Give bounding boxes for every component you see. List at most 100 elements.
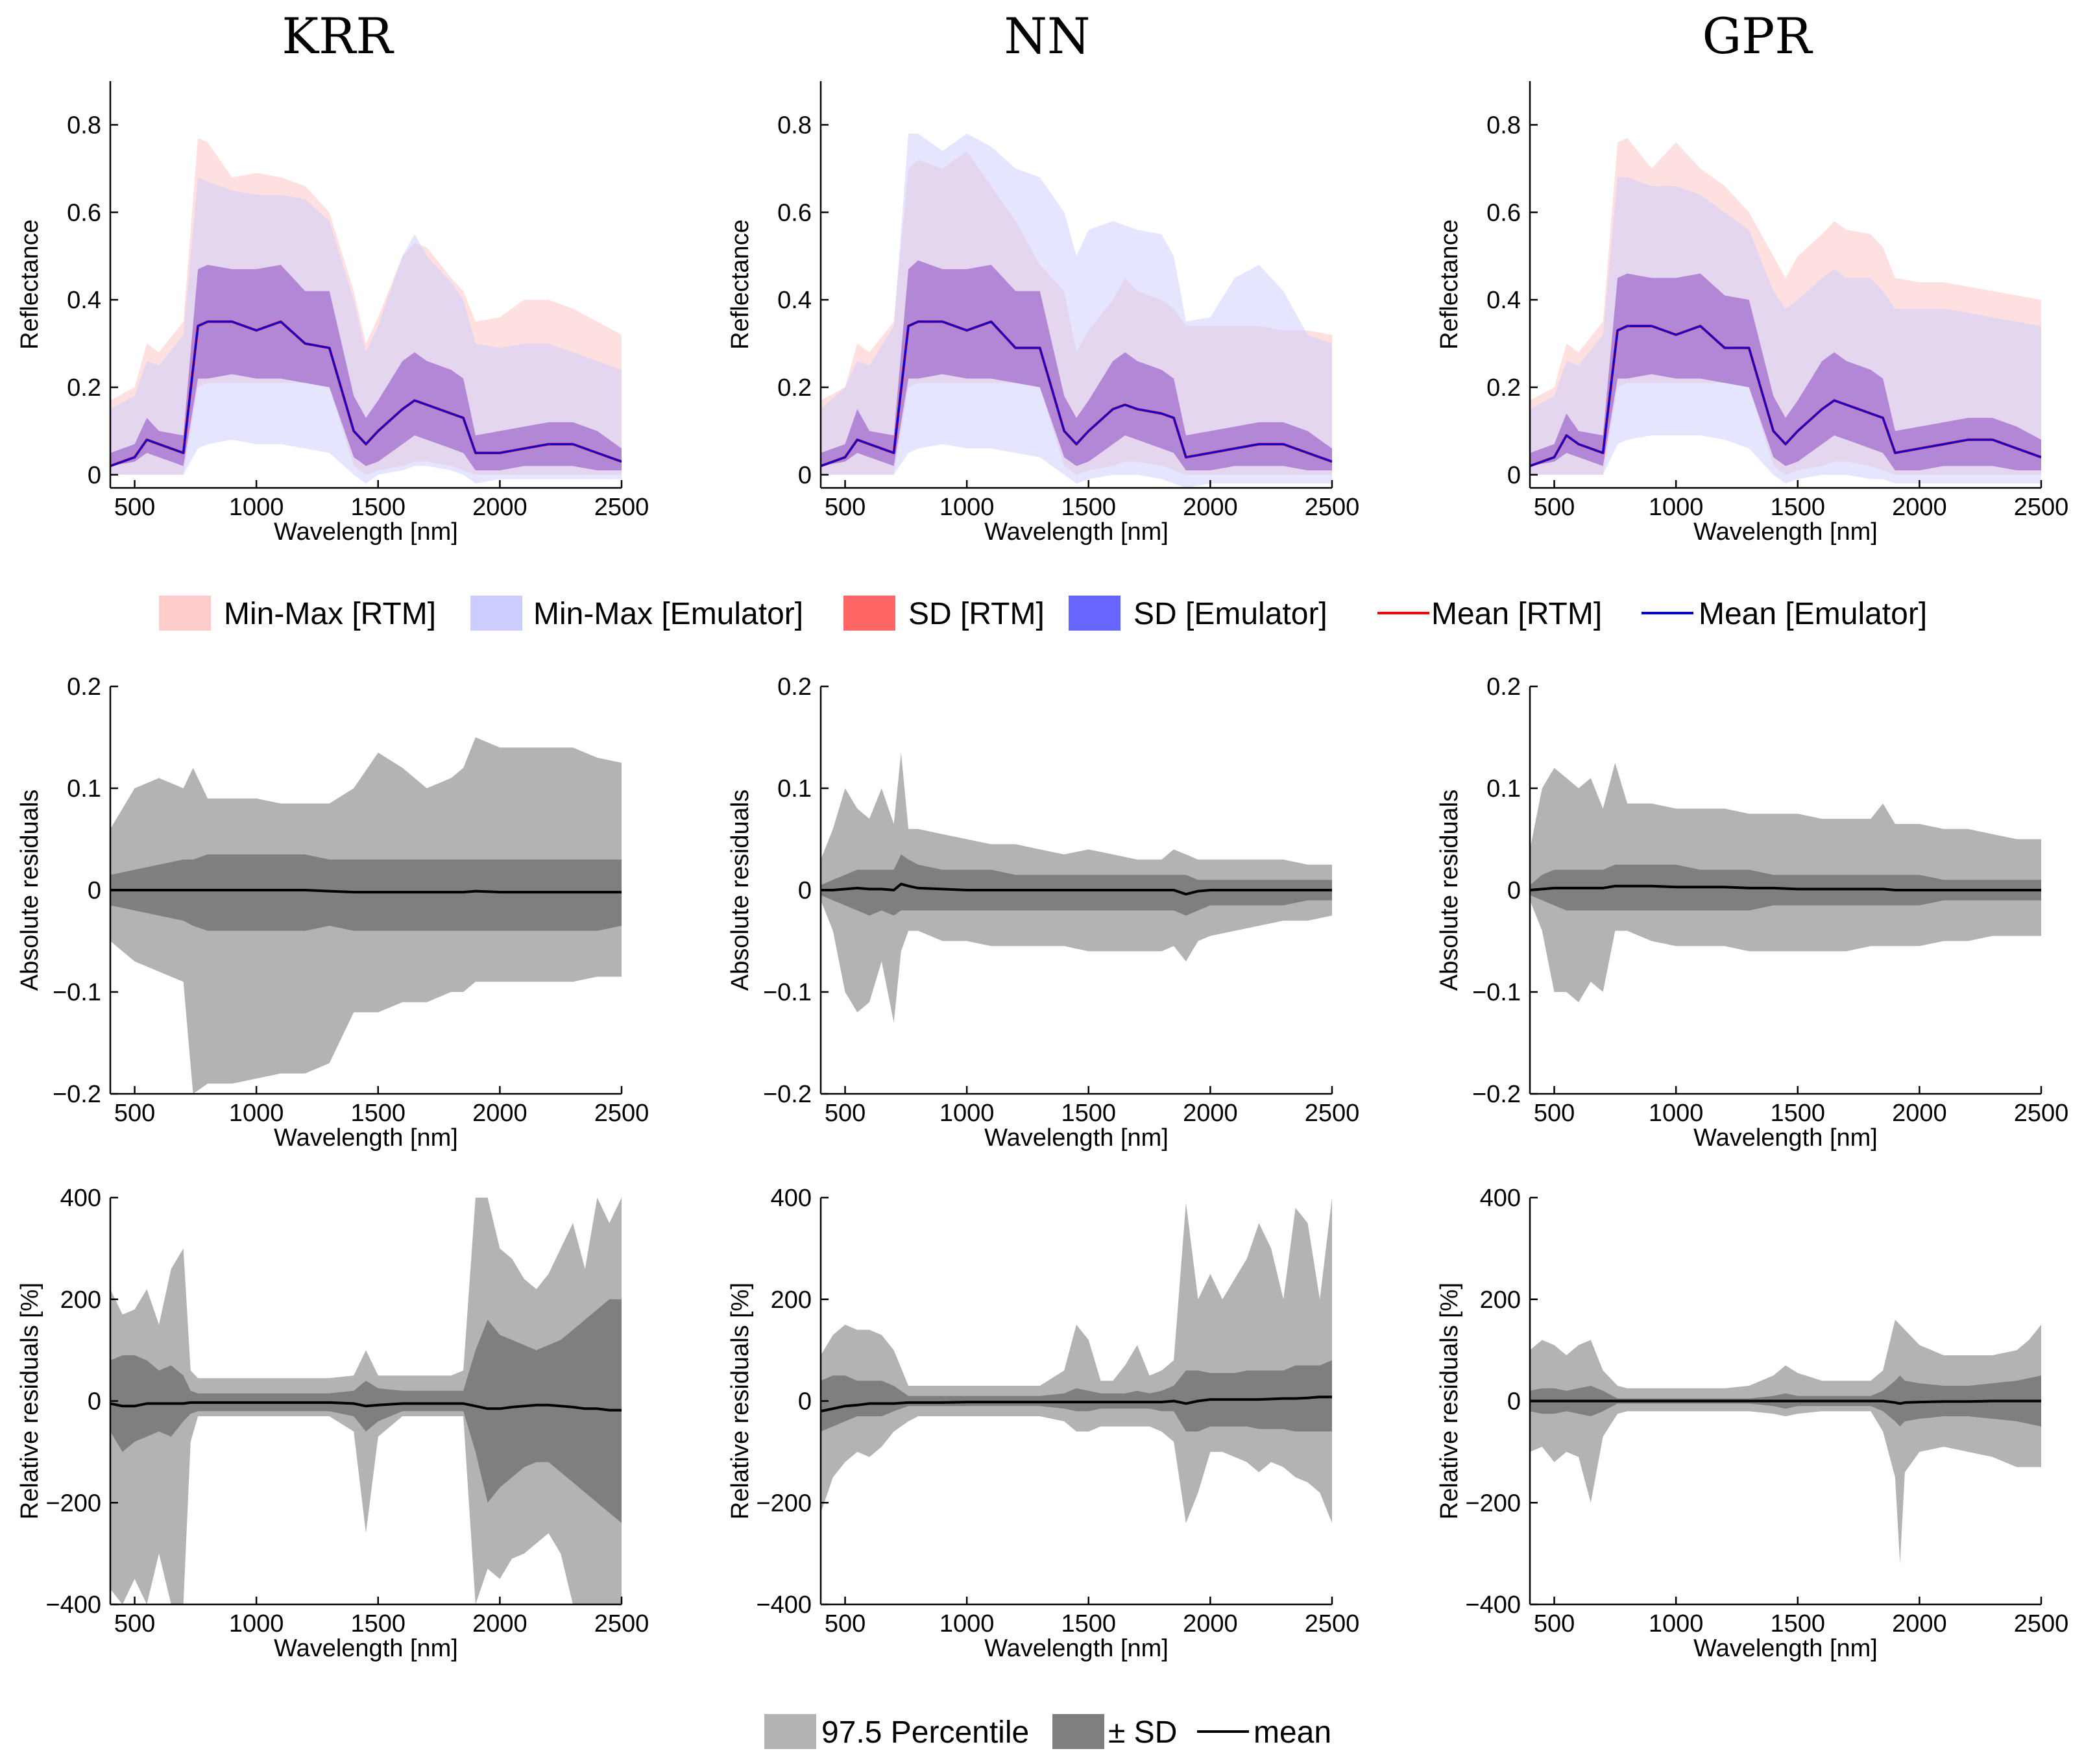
x-tick-label: 2000 [1183,494,1238,521]
plot-area-gpr-reflectance [1530,138,2041,484]
y-tick-label: 0.4 [1486,287,1521,314]
x-tick-label: 1000 [1649,1100,1704,1127]
x-axis-label: Wavelength [nm] [984,1124,1169,1152]
y-axis-label: Reflectance [1436,219,1463,350]
y-tick-label: −0.1 [53,979,101,1006]
x-tick-label: 1000 [229,1610,284,1637]
y-tick-label: 400 [60,1185,101,1212]
y-tick-label: 200 [1480,1287,1521,1314]
line-mean-emulator [110,320,622,467]
y-axis-label: Reflectance [16,219,43,350]
x-axis-label: Wavelength [nm] [984,1635,1169,1662]
legend-residuals: 97.5 Percentile ± SD mean [764,1714,1331,1750]
x-tick-label: 500 [825,1610,866,1637]
plot-area-nn-absolute [821,753,1332,1023]
y-tick-label: 0.1 [1486,775,1521,803]
x-tick-label: 500 [114,1100,155,1127]
y-axis-label: Relative residuals [%] [727,1283,754,1519]
x-tick-label: 500 [1534,1610,1575,1637]
legend-label-mean-emulator: Mean [Emulator] [1699,597,1927,631]
y-tick-label: −0.2 [53,1081,101,1108]
legend-reflectance: Min-Max [RTM] Min-Max [Emulator] SD [RTM… [159,596,1927,631]
y-tick-label: 0 [88,877,101,904]
legend-label-percentile: 97.5 Percentile [821,1715,1029,1750]
x-axis-label: Wavelength [nm] [274,1124,458,1152]
x-tick-label: 2000 [1892,494,1947,521]
x-tick-label: 1000 [939,1610,995,1637]
x-axis-label: Wavelength [nm] [1693,1635,1878,1662]
band-sd-rtm [821,260,1332,470]
chart-nn-reflectance: 500 1000 1500 2000 2500 0 0.2 0.4 0.6 0.8 Waveleng… [727,81,1359,546]
x-tick-label: 2000 [1892,1610,1947,1637]
y-tick-label: 0 [798,462,812,489]
x-tick-label: 1500 [1061,1100,1116,1127]
x-tick-label: 1000 [1649,1610,1704,1637]
legend-label-sd-emulator: SD [Emulator] [1133,597,1327,631]
y-tick-label: 0.4 [67,287,101,314]
x-tick-label: 2500 [2014,494,2069,521]
x-tick-label: 1500 [1770,1100,1825,1127]
y-tick-label: 0.4 [777,287,812,314]
chart-nn-relative: 500 1000 1500 2000 2500 −400 −200 0 200 400 Wavele… [727,1185,1359,1662]
column-title-nn: NN [1004,7,1091,65]
y-tick-label: −200 [1465,1490,1521,1517]
y-tick-label: −0.1 [763,979,812,1006]
y-tick-label: 0 [88,1388,101,1416]
y-tick-label: 200 [771,1287,812,1314]
legend-label-mean-rtm: Mean [RTM] [1431,597,1602,631]
x-tick-label: 1000 [939,1100,995,1127]
y-axis-label: Absolute residuals [16,790,43,991]
charts-group: 500 1000 1500 2000 250000.20.40.60.8Waveleng… [16,81,2068,1662]
y-tick-label: 0.2 [777,673,812,701]
legend-swatch-minmax-emulator [470,596,522,631]
y-tick-label: 0.8 [67,112,101,139]
band-sd [110,1299,622,1523]
plot-area-gpr-absolute [1530,762,2041,1002]
x-tick-label: 500 [1534,1100,1575,1127]
band-min-max-emulator [1530,177,2041,484]
x-tick-label: 1000 [229,494,284,521]
line-mean [821,882,1332,896]
y-tick-label: 0.2 [67,673,101,701]
x-tick-label: 1500 [1061,1610,1116,1637]
plot-area-nn-reflectance [821,133,1332,488]
band-97-5-percentile [1530,1320,2041,1564]
y-tick-label: 0.8 [777,112,812,139]
y-tick-label: 0.6 [777,199,812,226]
line-mean-emulator [821,320,1332,467]
x-tick-label: 500 [114,1610,155,1637]
y-tick-label: −0.1 [1472,979,1521,1006]
y-tick-label: 0.6 [1486,199,1521,226]
x-tick-label: 2000 [1892,1100,1947,1127]
x-axis-label: Wavelength [nm] [984,518,1169,546]
x-tick-label: 500 [825,494,866,521]
x-tick-label: 1000 [939,494,995,521]
y-tick-label: 0 [88,462,101,489]
y-tick-label: 0 [798,1388,812,1416]
y-tick-label: 0.2 [777,374,812,402]
band-97-5-percentile [821,1198,1332,1523]
y-tick-label: 0.1 [67,775,101,803]
y-tick-label: 0 [1507,1388,1521,1416]
x-tick-label: 1000 [1649,494,1704,521]
plot-area-krr-reflectance [110,138,622,484]
legend-label-sd: ± SD [1108,1715,1177,1750]
y-tick-label: 0.8 [1486,112,1521,139]
y-tick-label: −400 [45,1591,101,1619]
x-axis-label: Wavelength [nm] [1693,518,1878,546]
chart-gpr-absolute: 500 1000 1500 2000 2500 −0.2 −0.1 0 0.1 0.2 Wavele… [1436,673,2068,1152]
y-axis-label: Absolute residuals [1436,790,1463,991]
y-tick-label: −0.2 [1472,1081,1521,1108]
x-tick-label: 2000 [1183,1100,1238,1127]
x-tick-label: 1500 [1061,494,1116,521]
legend-swatch-sd-emulator [1069,596,1121,631]
y-axis-label: Relative residuals [%] [1436,1283,1463,1519]
band-sd-emulator [110,265,622,470]
y-tick-label: −0.2 [763,1081,812,1108]
x-tick-label: 2000 [472,1100,527,1127]
band-sd [821,1360,1332,1432]
plot-area-nn-relative [821,1198,1332,1523]
line-mean-emulator [1530,325,2041,467]
x-tick-label: 1500 [1770,494,1825,521]
y-axis-label: Absolute residuals [727,790,754,991]
